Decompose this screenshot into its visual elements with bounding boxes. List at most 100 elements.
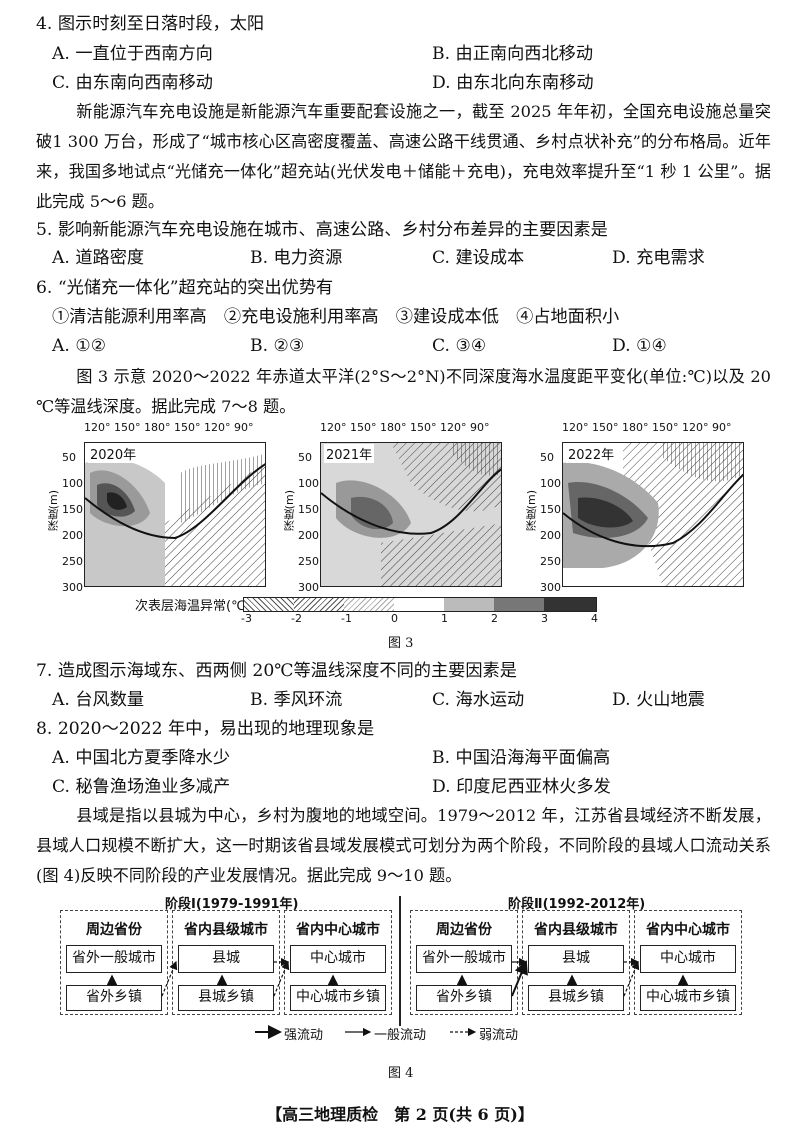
colorbar-seg-2 — [294, 598, 344, 611]
y-tick-label: 100 — [62, 477, 83, 490]
colorbar-tick: -3 — [241, 612, 252, 625]
q4-option-d: D. 由东北向东南移动 — [432, 73, 594, 93]
q6-items: ①清洁能源利用率高 ②充电设施利用率高 ③建设成本低 ④占地面积小 — [52, 307, 620, 327]
figure4-region-header: 省内中心城市 — [296, 922, 380, 938]
q6-option-c: C. ③④ — [432, 336, 487, 356]
y-tick-label: 300 — [540, 581, 561, 594]
figure4-city-box: 省外一般城市 — [416, 945, 512, 973]
x-tick-label: 120° — [320, 421, 347, 434]
colorbar-seg-6 — [494, 598, 544, 611]
colorbar-seg-4 — [394, 598, 444, 611]
y-tick-label: 150 — [540, 503, 561, 516]
q6-option-d: D. ①④ — [612, 336, 667, 356]
q6-option-b: B. ②③ — [250, 336, 305, 356]
q5-option-b: B. 电力资源 — [250, 248, 343, 268]
figure4-divider — [399, 896, 401, 1026]
figure4-town-box: 县城乡镇 — [178, 985, 274, 1011]
colorbar-seg-1 — [244, 598, 294, 611]
q6-option-a: A. ①② — [52, 336, 107, 356]
colorbar-tick: -1 — [341, 612, 352, 625]
colorbar-tick: 2 — [491, 612, 498, 625]
x-tick-label: 120° — [562, 421, 589, 434]
q7-option-c: C. 海水运动 — [432, 690, 525, 710]
figure4-region-header: 省内县级城市 — [184, 922, 268, 938]
y-tick-label: 200 — [298, 529, 319, 542]
colorbar-seg-5 — [444, 598, 494, 611]
figure3-panel-2022: 2022年 — [528, 421, 746, 587]
y-tick-label: 250 — [540, 555, 561, 568]
x-tick-label: 150° — [350, 421, 377, 434]
q5-option-a: A. 道路密度 — [52, 248, 145, 268]
y-tick-label: 200 — [62, 529, 83, 542]
colorbar — [243, 597, 597, 612]
q5-stem: 5. 影响新能源汽车充电设施在城市、高速公路、乡村分布差异的主要因素是 — [36, 220, 608, 240]
figure4-town-box: 省外乡镇 — [66, 985, 162, 1011]
x-tick-label: 120° — [84, 421, 111, 434]
colorbar-tick: 3 — [541, 612, 548, 625]
passage-figure3: 图 3 示意 2020～2022 年赤道太平洋(2°S～2°N)不同深度海水温度… — [36, 362, 771, 422]
y-tick-label: 100 — [298, 477, 319, 490]
figure4-town-box: 县城乡镇 — [528, 985, 624, 1011]
q8-option-d: D. 印度尼西亚林火多发 — [432, 777, 611, 797]
legend-general: 一般流动 — [374, 1028, 427, 1043]
x-tick-label: 90° — [470, 421, 490, 434]
passage-county-text: 县域是指以县城为中心，乡村为腹地的地域空间。1979～2012 年，江苏省县域经… — [36, 806, 771, 885]
figure4-region-header: 周边省份 — [86, 922, 142, 938]
q4-option-b: B. 由正南向西北移动 — [432, 44, 594, 64]
figure4-town-box: 省外乡镇 — [416, 985, 512, 1011]
passage-ev-charging-text: 新能源汽车充电设施是新能源汽车重要配套设施之一，截至 2025 年年初，全国充电… — [36, 102, 771, 211]
y-tick-label: 300 — [62, 581, 83, 594]
x-tick-label: 150° — [410, 421, 437, 434]
figure4-region-header: 省内县级城市 — [534, 922, 618, 938]
x-tick-label: 150° — [592, 421, 619, 434]
y-tick-label: 150 — [298, 503, 319, 516]
y-tick-label: 50 — [62, 451, 76, 464]
x-tick-label: 120° — [204, 421, 231, 434]
figure4-region — [60, 910, 168, 1015]
figure3-plot-2022 — [562, 442, 744, 587]
figure3-contour-2021 — [321, 443, 501, 586]
figure4-city-box: 县城 — [528, 945, 624, 973]
figure4-city-box: 中心城市 — [290, 945, 386, 973]
x-tick-label: 150° — [652, 421, 679, 434]
y-tick-label: 150 — [62, 503, 83, 516]
figure4-city-box: 县城 — [178, 945, 274, 973]
figure3-year-2020: 2020年 — [88, 444, 139, 463]
legend-strong: 强流动 — [284, 1028, 324, 1043]
y-tick-label: 200 — [540, 529, 561, 542]
q7-option-a: A. 台风数量 — [52, 690, 145, 710]
colorbar-label: 次表层海温异常(℃) — [135, 599, 251, 614]
colorbar-tick: -2 — [291, 612, 302, 625]
x-tick-label: 90° — [712, 421, 732, 434]
q5-option-d: D. 充电需求 — [612, 248, 705, 268]
figure4-town-box: 中心城市乡镇 — [290, 985, 386, 1011]
legend-weak: 弱流动 — [479, 1028, 519, 1043]
y-tick-label: 250 — [62, 555, 83, 568]
q4-stem: 4. 图示时刻至日落时段，太阳 — [36, 14, 265, 34]
q8-option-b: B. 中国沿海海平面偏高 — [432, 748, 611, 768]
y-tick-label: 100 — [540, 477, 561, 490]
passage-county: 县域是指以县城为中心，乡村为腹地的地域空间。1979～2012 年，江苏省县域经… — [36, 801, 771, 891]
y-tick-label: 300 — [298, 581, 319, 594]
x-tick-label: 120° — [682, 421, 709, 434]
x-tick-label: 180° — [622, 421, 649, 434]
figure4-phase2: 阶段Ⅱ(1992-2012年) — [508, 897, 646, 912]
x-tick-label: 120° — [440, 421, 467, 434]
colorbar-tick: 4 — [591, 612, 598, 625]
x-tick-label: 180° — [144, 421, 171, 434]
x-tick-label: 90° — [234, 421, 254, 434]
q4-option-c: C. 由东南向西南移动 — [52, 73, 213, 93]
colorbar-seg-3 — [344, 598, 394, 611]
q5-option-c: C. 建设成本 — [432, 248, 525, 268]
figure4-region-header: 省内中心城市 — [646, 922, 730, 938]
y-tick-label: 50 — [540, 451, 554, 464]
page-footer: 【高三地理质检 第 2 页(共 6 页)】 — [266, 1105, 534, 1124]
q7-option-d: D. 火山地震 — [612, 690, 705, 710]
figure4-city-box: 中心城市 — [640, 945, 736, 973]
x-tick-label: 180° — [380, 421, 407, 434]
figure3-contour-2020 — [85, 443, 265, 586]
figure3-panel-2020: 2020年 — [50, 421, 268, 587]
figure3-plot-2021 — [320, 442, 502, 587]
figure3-year-2021: 2021年 — [324, 444, 375, 463]
